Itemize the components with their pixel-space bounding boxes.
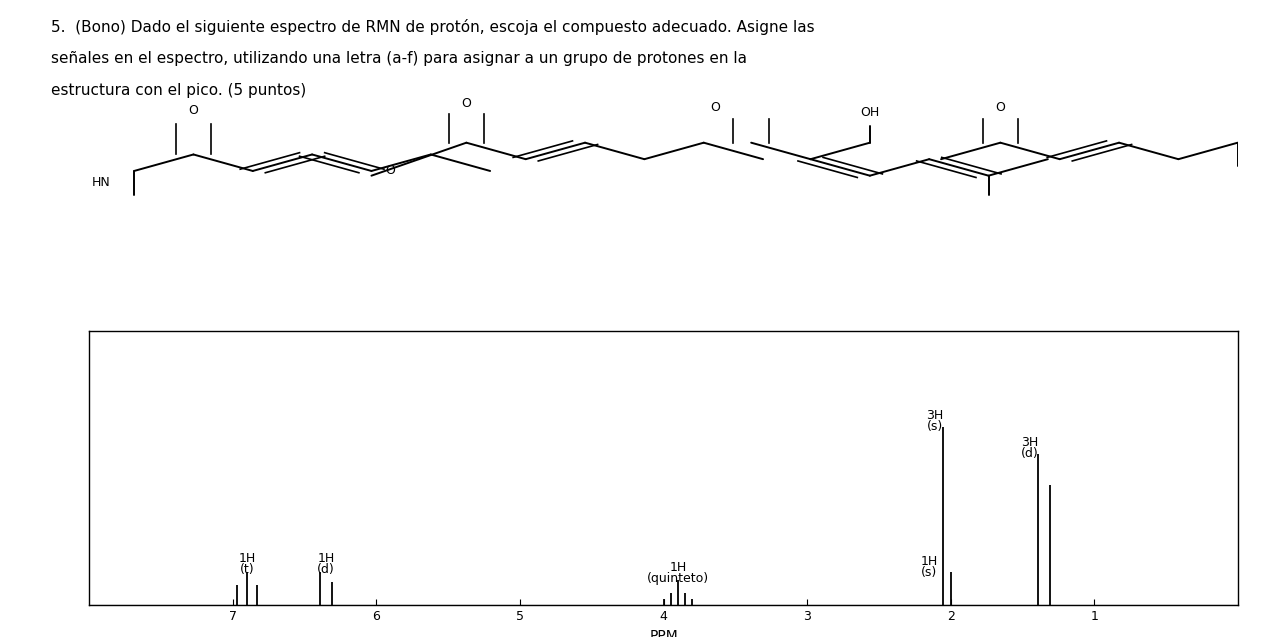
Text: (s): (s)	[928, 420, 943, 433]
Text: O: O	[385, 164, 396, 177]
X-axis label: PPM: PPM	[649, 629, 678, 637]
Text: 1H: 1H	[318, 552, 334, 566]
Text: O: O	[189, 104, 198, 117]
Text: 3H: 3H	[1021, 436, 1039, 449]
Text: (quinteto): (quinteto)	[647, 571, 709, 585]
Text: 1H: 1H	[920, 555, 938, 568]
Text: (t): (t)	[240, 563, 254, 576]
Text: 5.  (Bono) Dado el siguiente espectro de RMN de protón, escoja el compuesto adec: 5. (Bono) Dado el siguiente espectro de …	[51, 19, 814, 35]
Text: 1H: 1H	[669, 561, 686, 574]
Text: (d): (d)	[318, 563, 336, 576]
Text: 1H: 1H	[239, 552, 256, 566]
Text: HN: HN	[92, 176, 110, 189]
Text: O: O	[462, 97, 471, 110]
Text: O: O	[995, 101, 1005, 115]
Text: O: O	[711, 101, 721, 115]
Text: (s): (s)	[921, 566, 937, 579]
Text: OH: OH	[860, 106, 879, 119]
Text: estructura con el pico. (5 puntos): estructura con el pico. (5 puntos)	[51, 83, 306, 98]
Text: señales en el espectro, utilizando una letra (a-f) para asignar a un grupo de pr: señales en el espectro, utilizando una l…	[51, 51, 746, 66]
Text: 3H: 3H	[926, 408, 943, 422]
Text: (d): (d)	[1021, 447, 1039, 460]
